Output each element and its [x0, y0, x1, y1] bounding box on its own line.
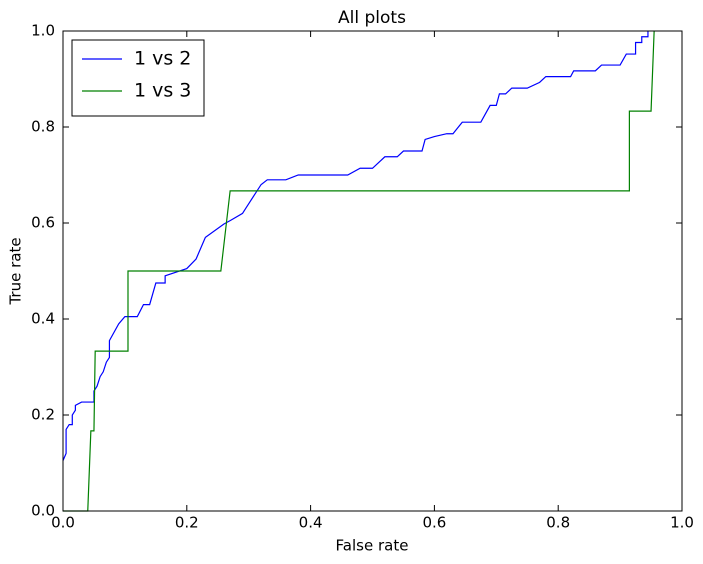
- x-tick-label: 0.6: [422, 514, 446, 532]
- x-axis-label: False rate: [336, 537, 409, 555]
- legend-label: 1 vs 2: [134, 48, 191, 70]
- x-tick-label: 0.0: [51, 514, 75, 532]
- x-tick-label: 1.0: [670, 514, 694, 532]
- x-tick-label: 0.8: [546, 514, 570, 532]
- y-tick-label: 0.0: [31, 502, 55, 520]
- y-tick-label: 0.6: [31, 214, 55, 232]
- y-tick-label: 0.2: [31, 406, 55, 424]
- y-axis-label: True rate: [7, 237, 25, 305]
- y-tick-label: 1.0: [31, 22, 55, 40]
- x-tick-label: 0.4: [299, 514, 323, 532]
- y-tick-label: 0.8: [31, 118, 55, 136]
- plot-frame: [62, 30, 683, 512]
- chart-title: All plots: [338, 8, 406, 28]
- x-tick-label: 0.2: [175, 514, 199, 532]
- legend-box: [71, 39, 205, 117]
- legend-label: 1 vs 3: [134, 80, 191, 102]
- series-line: [63, 30, 655, 512]
- series-line: [62, 31, 649, 461]
- y-tick-label: 0.4: [31, 310, 55, 328]
